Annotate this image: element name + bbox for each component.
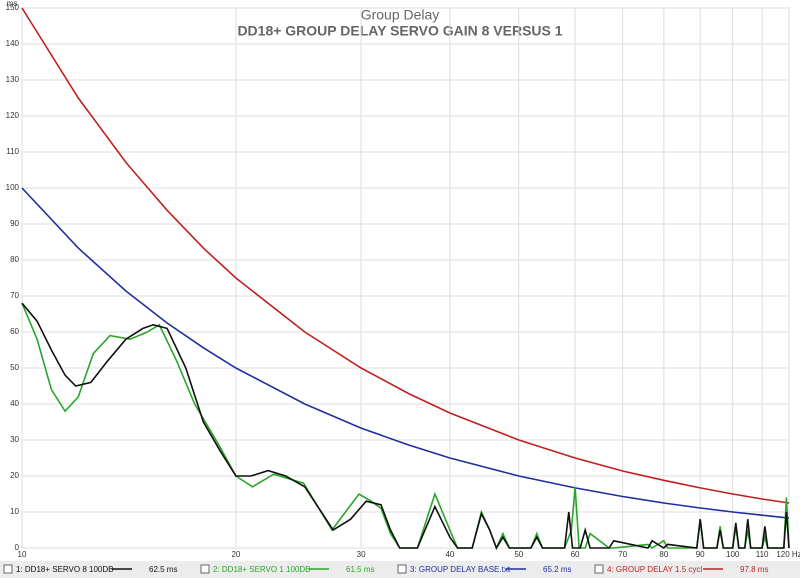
legend-value: 61.5 ms bbox=[346, 565, 374, 574]
y-tick-label: 150 bbox=[6, 3, 20, 12]
x-tick-label: 30 bbox=[357, 550, 366, 559]
y-tick-label: 60 bbox=[10, 327, 19, 336]
legend-checkbox bbox=[200, 564, 210, 574]
y-tick-label: 50 bbox=[10, 363, 19, 372]
x-tick-label: 40 bbox=[445, 550, 454, 559]
legend-label: 2: DD18+ SERVO 1 100DB bbox=[213, 565, 310, 574]
y-tick-label: 30 bbox=[10, 435, 19, 444]
legend-label: 1: DD18+ SERVO 8 100DB bbox=[16, 565, 113, 574]
x-tick-label: 10 bbox=[18, 550, 27, 559]
x-tick-label: 110 bbox=[756, 550, 769, 559]
y-tick-label: 0 bbox=[15, 543, 20, 552]
series-line bbox=[21, 187, 790, 519]
legend-label: 4: GROUP DELAY 1.5 cycl bbox=[607, 565, 702, 574]
legend-checkbox bbox=[397, 564, 407, 574]
y-tick-label: 90 bbox=[10, 219, 19, 228]
x-tick-label: 100 bbox=[726, 550, 740, 559]
x-tick-label: 60 bbox=[571, 550, 580, 559]
plot-area bbox=[21, 7, 790, 549]
y-tick-label: 140 bbox=[6, 39, 20, 48]
y-axis-label: ms bbox=[7, 0, 18, 8]
x-tick-label: 50 bbox=[514, 550, 523, 559]
legend-value: 97.8 ms bbox=[740, 565, 768, 574]
legend-label: 3: GROUP DELAY BASE.txt bbox=[410, 565, 511, 574]
x-tick-label: 90 bbox=[696, 550, 705, 559]
x-tick-label: 80 bbox=[659, 550, 668, 559]
series-line bbox=[21, 7, 790, 504]
x-tick-label: 20 bbox=[231, 550, 240, 559]
x-tick-label: 120 Hz bbox=[776, 550, 800, 559]
x-tick-label: 70 bbox=[618, 550, 627, 559]
legend-value: 62.5 ms bbox=[149, 565, 177, 574]
chart-subtitle: DD18+ GROUP DELAY SERVO GAIN 8 VERSUS 1 bbox=[237, 23, 562, 39]
legend-value: 65.2 ms bbox=[543, 565, 571, 574]
y-tick-label: 100 bbox=[6, 183, 20, 192]
series-line bbox=[21, 302, 790, 550]
y-tick-label: 110 bbox=[6, 147, 19, 156]
y-tick-label: 40 bbox=[10, 399, 19, 408]
y-tick-label: 130 bbox=[6, 75, 20, 84]
y-tick-label: 10 bbox=[10, 507, 19, 516]
chart-title: Group Delay bbox=[361, 7, 440, 23]
y-tick-label: 80 bbox=[10, 255, 19, 264]
y-tick-label: 120 bbox=[6, 111, 20, 120]
legend-checkbox bbox=[594, 564, 604, 574]
legend-checkbox bbox=[3, 564, 13, 574]
y-tick-label: 70 bbox=[10, 291, 19, 300]
y-tick-label: 20 bbox=[10, 471, 19, 480]
